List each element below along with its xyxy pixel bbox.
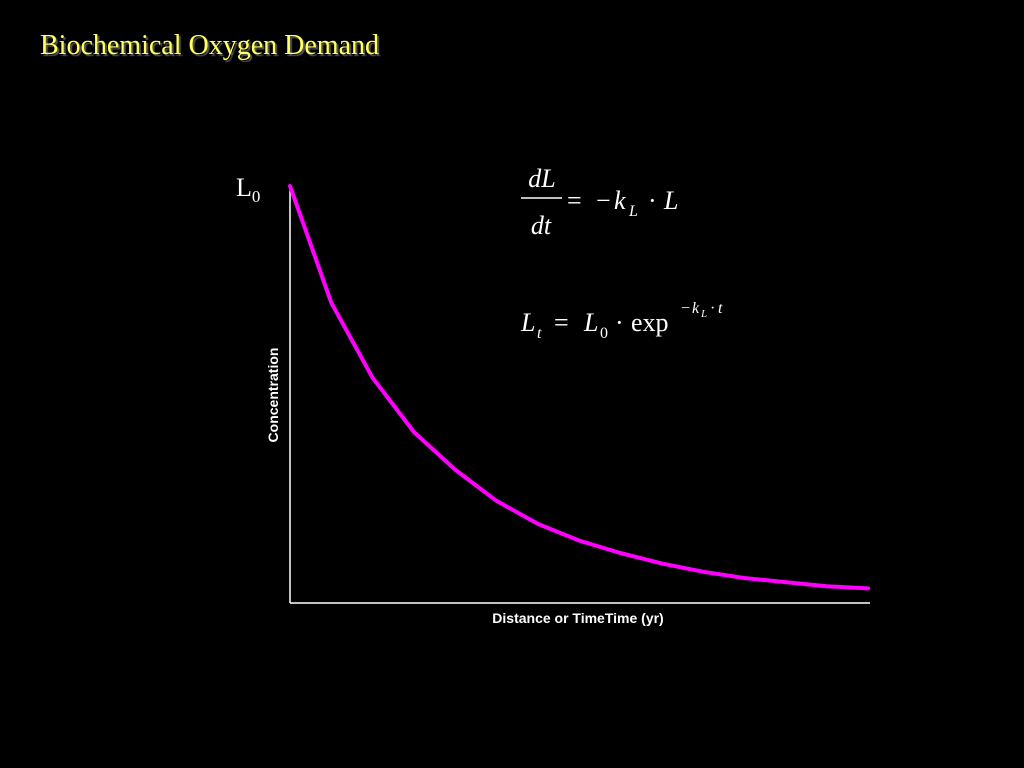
- y-start-label: L0: [236, 173, 260, 206]
- y-start-label-sub: 0: [252, 187, 261, 206]
- eq2-sup-minus: −: [681, 300, 690, 317]
- equation-solution: L t = L 0 · exp − k L · t: [520, 300, 723, 342]
- equation-rate: dL dt = − k L · L: [521, 164, 678, 240]
- x-axis-label: Distance or TimeTime (yr): [492, 610, 663, 626]
- eq1-k-sub: L: [628, 203, 638, 220]
- eq1-minus: −: [596, 186, 611, 215]
- eq2-sup-t: t: [718, 300, 723, 317]
- eq2-t-sub: t: [537, 325, 542, 342]
- eq2-exp: exp: [631, 308, 669, 337]
- eq1-equals: =: [567, 186, 582, 215]
- y-start-label-main: L: [236, 173, 252, 202]
- slide-title: Biochemical Oxygen Demand: [40, 30, 380, 61]
- eq2-sup-k-sub: L: [700, 308, 707, 320]
- eq2-L: L: [520, 308, 535, 337]
- eq1-L: L: [663, 186, 678, 215]
- eq1-k: k: [614, 186, 626, 215]
- eq2-sup-dot: ·: [710, 300, 715, 317]
- series-line: [288, 184, 870, 591]
- eq2-equals: =: [554, 308, 569, 337]
- eq2-sup-k: k: [692, 300, 700, 317]
- y-axis-label: Concentration: [265, 348, 281, 443]
- eq1-denominator: dt: [531, 211, 552, 240]
- eq2-dot: ·: [615, 308, 624, 337]
- eq2-zero-sub: 0: [600, 325, 608, 342]
- eq1-numerator: dL: [528, 164, 555, 193]
- eq2-L0: L: [583, 308, 598, 337]
- eq1-dot: ·: [648, 186, 657, 215]
